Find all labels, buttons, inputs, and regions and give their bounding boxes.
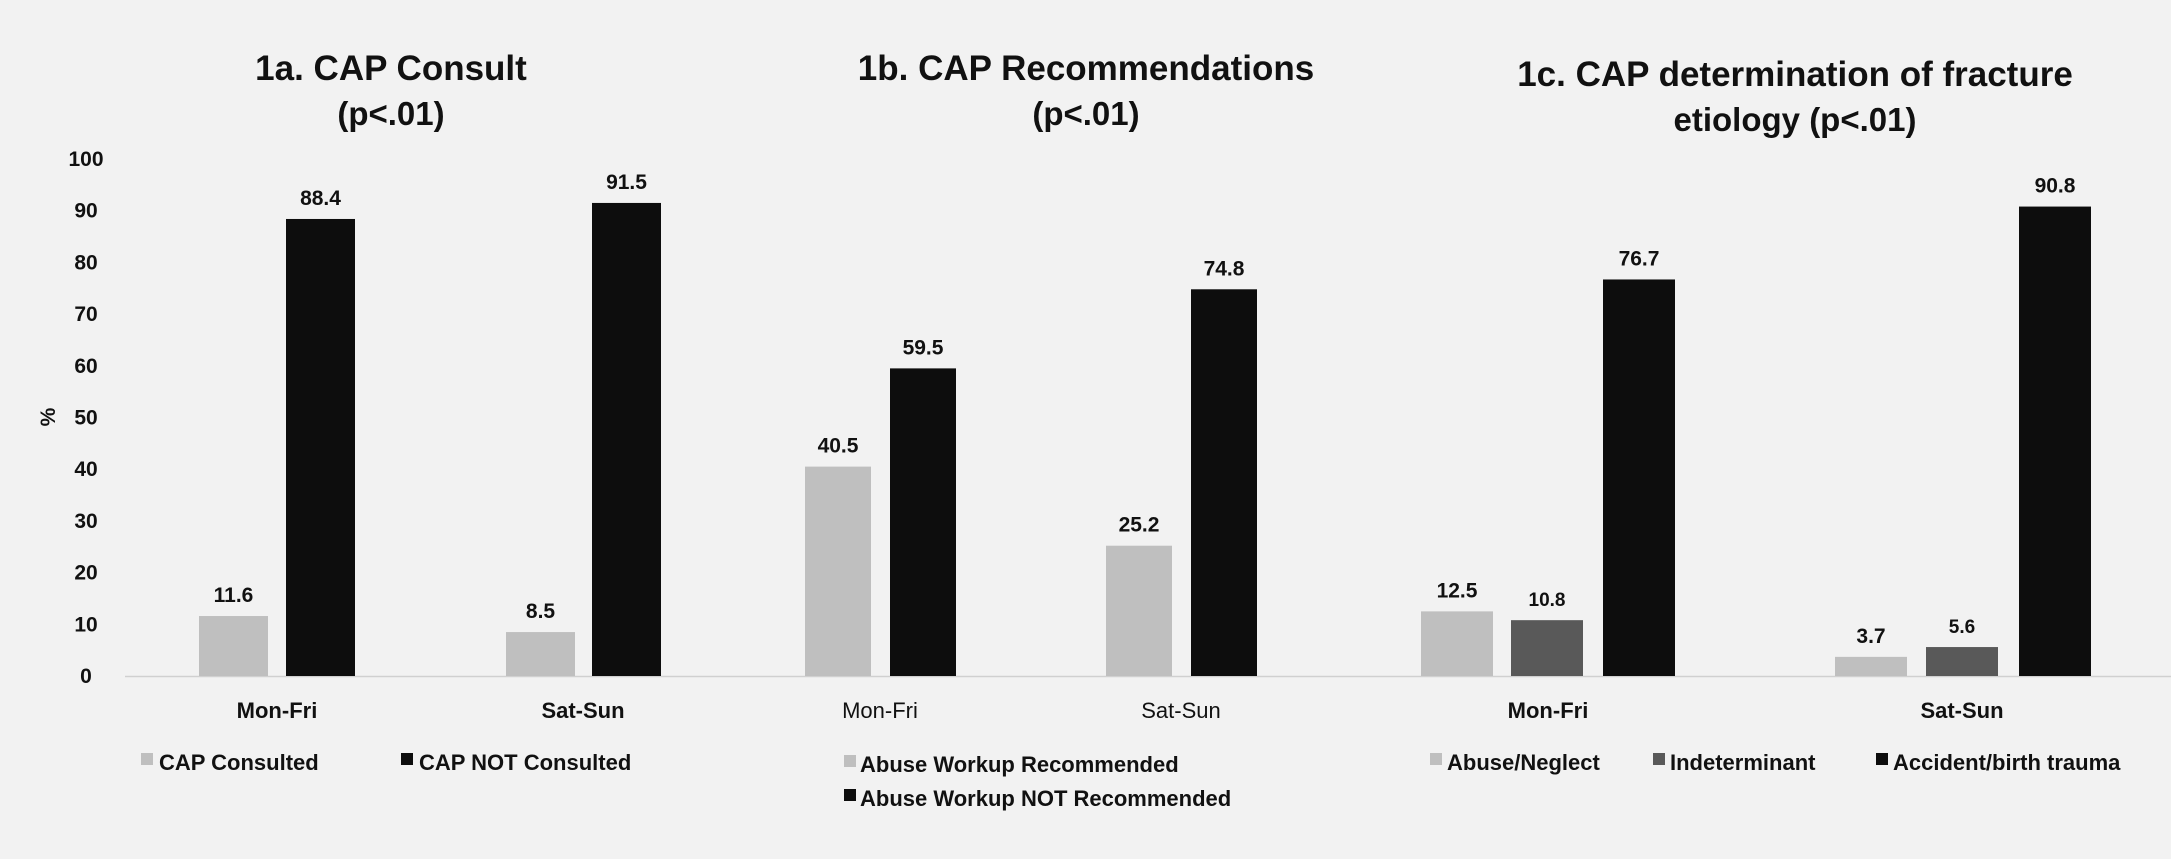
legend: Abuse/Neglect Indeterminant Accident/birth…: [1430, 750, 2121, 775]
data-label: 3.7: [1856, 625, 1885, 648]
y-tick-label: 0: [80, 665, 92, 688]
bar: [1106, 545, 1172, 676]
x-tick-label: Mon-Fri: [842, 698, 918, 723]
data-label: 59.5: [903, 336, 944, 359]
chart-subtitle: (p<.01): [337, 95, 444, 132]
y-tick-label: 90: [74, 200, 97, 223]
y-axis-label: %: [37, 407, 60, 426]
chart-title: 1a. CAP Consult: [255, 49, 527, 88]
data-label: 11.6: [214, 584, 254, 607]
legend-swatch: [1653, 753, 1665, 765]
legend-entry: CAP NOT Consulted: [419, 750, 631, 775]
legend-swatch: [141, 753, 153, 765]
data-label: 74.8: [1204, 257, 1245, 280]
data-label: 91.5: [606, 171, 647, 194]
chart-panel-1: 1a. CAP Consult (p<.01) 11.6 88.4 Mon-Fri 8.5…: [125, 49, 735, 775]
y-tick-label: 10: [74, 613, 97, 636]
legend-swatch: [844, 755, 856, 767]
y-tick-label: 50: [74, 407, 97, 430]
bar: [1191, 289, 1257, 676]
bar: [1511, 620, 1583, 676]
data-label: 90.8: [2035, 175, 2076, 198]
legend-swatch: [1430, 753, 1442, 765]
bar: [1603, 279, 1675, 676]
y-axis: 0 10 20 30 40 50 60 70 80 90 100%: [37, 148, 104, 688]
data-label: 8.5: [526, 600, 556, 623]
data-label: 12.5: [1437, 579, 1478, 602]
legend-entry: CAP Consulted: [159, 750, 319, 775]
legend: Abuse Workup Recommended Abuse Workup NOT…: [844, 752, 1231, 811]
chart-title: 1b. CAP Recommendations: [858, 49, 1314, 88]
chart-title: 1c. CAP determination of fracture: [1517, 55, 2073, 94]
y-tick-label: 20: [74, 562, 97, 585]
legend-entry: Abuse/Neglect: [1447, 750, 1600, 775]
bar: [805, 466, 871, 676]
legend-swatch: [1876, 753, 1888, 765]
x-tick-label: Mon-Fri: [1508, 698, 1589, 723]
bar: [1926, 647, 1998, 676]
bar: [286, 218, 355, 677]
y-tick-label: 30: [74, 510, 97, 533]
legend: CAP Consulted CAP NOT Consulted: [141, 750, 631, 775]
data-label: 5.6: [1949, 617, 1975, 638]
y-tick-label: 70: [74, 303, 97, 326]
legend-entry: Abuse Workup Recommended: [860, 752, 1179, 777]
legend-swatch: [401, 753, 413, 765]
data-label: 25.2: [1119, 514, 1160, 537]
bar: [1835, 656, 1907, 676]
data-label: 76.7: [1619, 247, 1660, 270]
x-tick-label: Sat-Sun: [541, 698, 624, 723]
x-tick-label: Mon-Fri: [237, 698, 318, 723]
chart-subtitle: etiology (p<.01): [1674, 101, 1917, 138]
x-tick-label: Sat-Sun: [1920, 698, 2003, 723]
legend-entry: Accident/birth trauma: [1893, 750, 2121, 775]
chart-panels: 0 10 20 30 40 50 60 70 80 90 100% 1a. CAP Consult (p…: [37, 49, 2171, 811]
bar: [2019, 206, 2091, 676]
bar: [592, 202, 661, 676]
chart-subtitle: (p<.01): [1032, 95, 1139, 132]
y-tick-label: 100: [68, 148, 103, 171]
bar: [1421, 611, 1493, 676]
legend-entry: Indeterminant: [1670, 750, 1816, 775]
y-tick-label: 40: [74, 458, 97, 481]
data-label: 40.5: [818, 435, 859, 458]
data-label: 10.8: [1529, 590, 1566, 611]
legend-swatch: [844, 789, 856, 801]
chart-panel-3: 1c. CAP determination of fracture etiolog…: [1337, 55, 2171, 775]
bar: [506, 632, 575, 676]
x-tick-label: Sat-Sun: [1141, 698, 1221, 723]
legend-entry: Abuse Workup NOT Recommended: [860, 786, 1231, 811]
bar: [199, 616, 268, 676]
bar: [890, 368, 956, 676]
chart-panel-2: 1b. CAP Recommendations (p<.01) 40.5 59.5 Mo…: [735, 49, 1337, 811]
y-tick-label: 80: [74, 251, 97, 274]
data-label: 88.4: [300, 187, 341, 210]
y-tick-label: 60: [74, 355, 97, 378]
